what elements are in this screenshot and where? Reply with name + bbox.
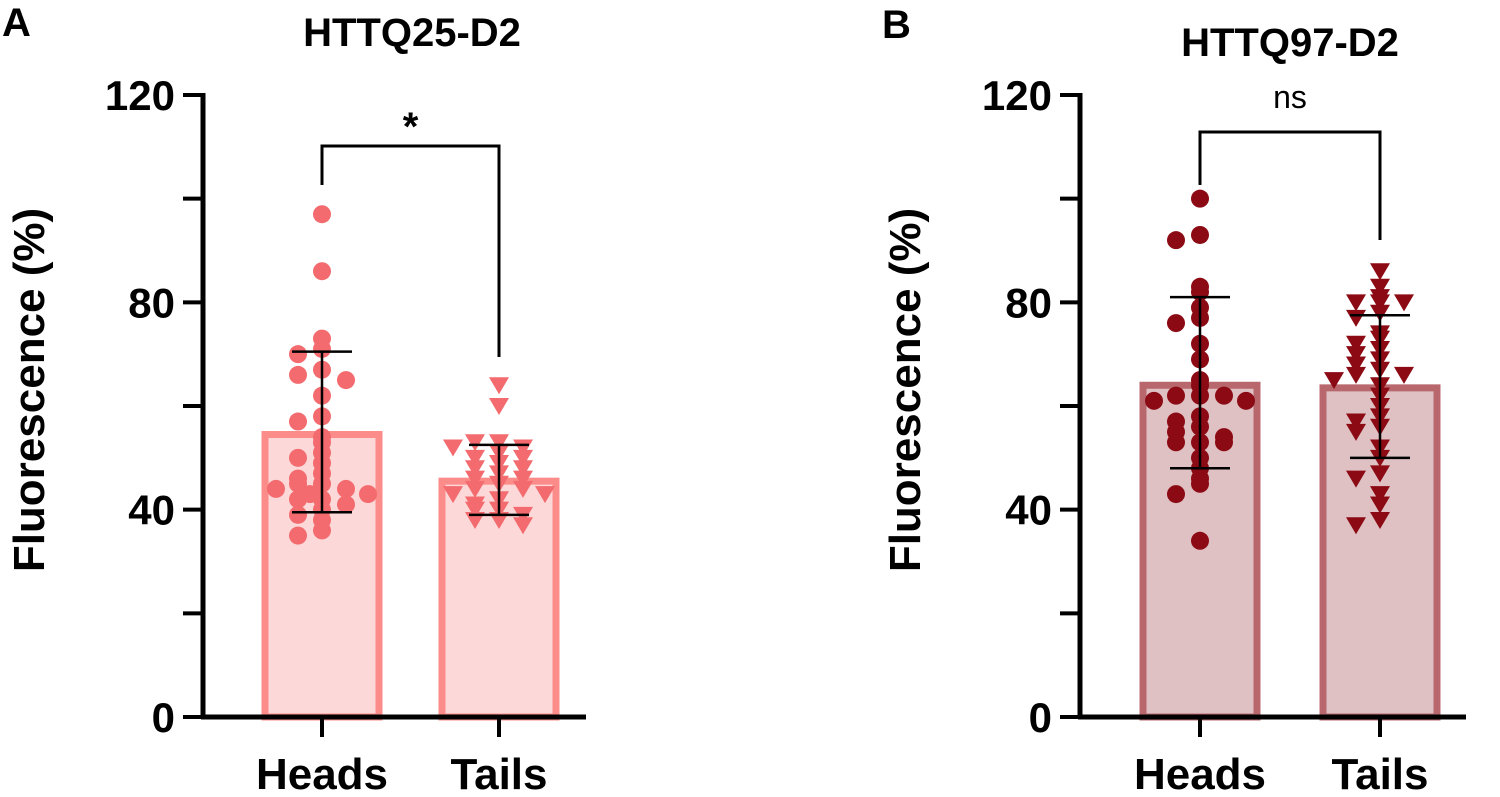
panel-b-point-tails-7 [1346, 309, 1366, 327]
panel-b-title: HTTQ97-D2 [1181, 21, 1399, 65]
panel-a-category-label-tails: Tails [450, 750, 547, 797]
panel-b-point-tails-12 [1346, 346, 1366, 364]
panel-a-point-tails-11 [513, 460, 533, 478]
panel-b-point-tails-10 [1346, 335, 1366, 353]
panel-a-point-heads-10 [289, 412, 307, 431]
panel-a-point-tails-14 [513, 470, 533, 488]
panel-b-letter: B [882, 3, 911, 47]
panel-b-errorbar-heads [1170, 295, 1230, 470]
panel-b-point-heads-14 [1215, 386, 1233, 405]
panel-a-significance-label: * [403, 105, 419, 149]
panel-a-point-tails-25 [489, 512, 509, 530]
panel-a-ytick-label-80: 80 [128, 279, 175, 326]
panel-a-point-heads-20 [337, 479, 355, 498]
panel-b-point-tails-32 [1370, 512, 1390, 530]
panel-b-category-label-tails: Tails [1331, 750, 1428, 797]
panel-b-point-tails-30 [1370, 486, 1390, 504]
panel-b-point-tails-0 [1370, 263, 1390, 281]
panel-b-point-heads-28 [1191, 474, 1209, 493]
panel-a-letter: A [2, 1, 31, 45]
panel-b-significance-label: ns [1273, 79, 1307, 115]
panel-b-point-tails-23 [1346, 413, 1366, 431]
panel-b-point-heads-13 [1167, 386, 1185, 405]
panel-b-point-heads-30 [1191, 531, 1209, 550]
panel-a-point-heads-30 [313, 521, 331, 540]
panel-b-point-tails-31 [1370, 496, 1390, 514]
panel-a-ylabel: Fluorescence (%) [5, 208, 54, 572]
panel-b-point-tails-6 [1370, 304, 1390, 322]
panel-b-point-heads-24 [1215, 433, 1233, 452]
panel-a-point-heads-14 [289, 448, 307, 467]
panel-b-ytick-label-120: 120 [982, 72, 1052, 119]
panel-a-point-tails-2 [489, 434, 509, 452]
panel-b-category-label-heads: Heads [1134, 750, 1266, 797]
panel-a-point-tails-3 [465, 434, 485, 452]
panel-a-point-tails-16 [465, 480, 485, 498]
panel-b-point-heads-16 [1237, 391, 1255, 410]
panel-b-point-heads-29 [1167, 485, 1185, 504]
panel-a-point-heads-7 [337, 371, 355, 390]
panel-a-point-heads-6 [289, 365, 307, 384]
panel-a-point-heads-28 [289, 505, 307, 524]
panel-b-point-tails-33 [1346, 517, 1366, 535]
panel-a-errorbar-tails [469, 443, 529, 517]
panel-a-point-heads-3 [313, 339, 331, 358]
panel-b-point-heads-7 [1167, 314, 1185, 333]
panel-a-category-label-heads: Heads [256, 750, 388, 797]
panel-b-point-tails-25 [1346, 423, 1366, 441]
panel-b-point-heads-2 [1167, 231, 1185, 250]
panel-a-point-heads-25 [289, 490, 307, 509]
panel-b-ytick-label-0: 0 [1029, 694, 1052, 741]
panel-b-point-heads-15 [1145, 391, 1163, 410]
panel-b-point-tails-3 [1370, 294, 1390, 312]
panel-a-point-heads-0 [313, 205, 331, 224]
panel-b-significance-bracket [1198, 130, 1382, 240]
panel-a-point-heads-22 [359, 485, 377, 504]
panel-b-point-heads-0 [1191, 189, 1209, 208]
panel-b-point-tails-18 [1324, 372, 1344, 390]
panel-a-ytick-label-120: 120 [105, 72, 175, 119]
panel-a-title: HTTQ25-D2 [303, 11, 521, 55]
panel-a-point-tails-7 [465, 449, 485, 467]
panel-b-point-tails-4 [1346, 294, 1366, 312]
panel-b-errorbar-tails [1350, 314, 1410, 460]
panel-b: B HTTQ97-D2 Fluorescence (%) 0 40 80 120 Hea… [881, 3, 1466, 797]
panel-a-point-tails-27 [513, 517, 533, 535]
panel-a-ytick-label-40: 40 [128, 487, 175, 534]
panel-a-errorbar-heads [292, 350, 352, 514]
panel-b-point-tails-29 [1346, 470, 1366, 488]
panel-a-point-tails-19 [535, 486, 555, 504]
panel-a-point-tails-18 [443, 486, 463, 504]
panel-a-point-tails-1 [489, 398, 509, 415]
panel-b-point-tails-28 [1370, 465, 1390, 483]
panel-a-ytick-label-0: 0 [152, 694, 175, 741]
panel-a: A HTTQ25-D2 Fluorescence (%) 0 40 80 120 Hea… [2, 1, 586, 797]
panel-a-point-tails-0 [489, 377, 509, 395]
panel-b-ylabel: Fluorescence (%) [881, 208, 930, 572]
panel-a-point-tails-10 [465, 460, 485, 478]
panel-a-point-heads-26 [337, 495, 355, 514]
panel-a-point-tails-23 [465, 501, 485, 519]
panel-a-point-tails-26 [465, 512, 485, 530]
panel-b-ytick-label-40: 40 [1005, 487, 1052, 534]
panel-a-point-heads-19 [289, 474, 307, 493]
panel-b-ytick-label-80: 80 [1005, 279, 1052, 326]
panel-a-point-tails-8 [513, 449, 533, 467]
panel-b-point-heads-1 [1191, 225, 1209, 244]
panel-b-point-heads-23 [1167, 433, 1185, 452]
panel-a-point-heads-21 [267, 479, 285, 498]
panel-a-point-tails-17 [513, 480, 533, 498]
panel-b-point-tails-5 [1394, 294, 1414, 312]
panel-b-point-tails-14 [1346, 356, 1366, 374]
panel-a-point-heads-31 [289, 526, 307, 545]
panel-a-significance-bracket [320, 144, 501, 357]
panel-b-point-tails-1 [1370, 278, 1390, 296]
panel-b-point-tails-16 [1346, 366, 1366, 384]
panel-a-point-tails-13 [465, 470, 485, 488]
panel-a-point-tails-5 [443, 439, 463, 457]
panel-b-point-tails-17 [1394, 366, 1414, 384]
panel-a-point-heads-1 [313, 262, 331, 281]
panel-a-point-heads-4 [289, 345, 307, 364]
